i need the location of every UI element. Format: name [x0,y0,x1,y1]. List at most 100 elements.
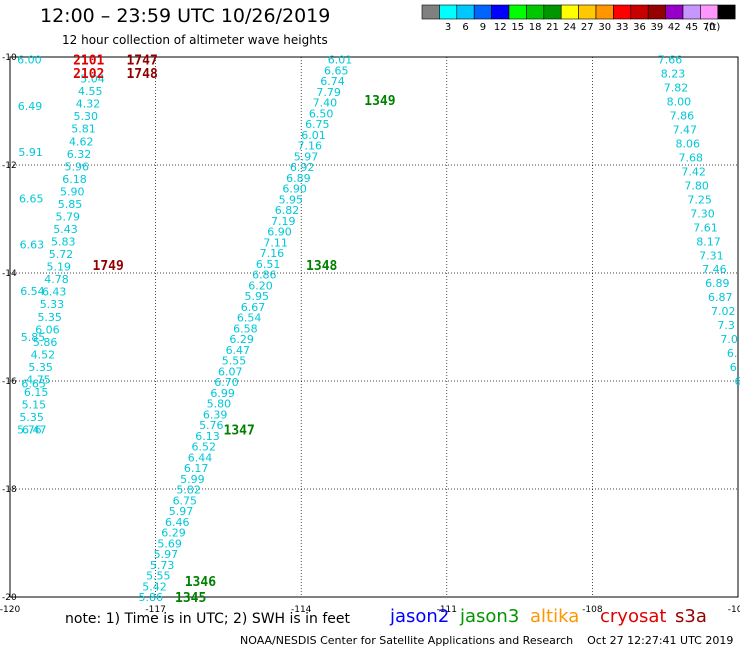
wave-height-value: 6.06 [35,323,60,336]
wave-height-value: 6.58 [233,322,258,335]
colorbar-swatch [717,4,736,20]
wave-height-value: 7.80 [684,179,709,192]
wave-height-value: 6.87 [708,291,733,304]
colorbar-tick-label: 12 [494,22,507,33]
wave-height-value: 6.92 [290,161,315,174]
wave-height-value: 5.55 [222,355,247,368]
wave-height-value: 5.55 [146,570,171,583]
wave-height-value: 7.3 [717,319,735,332]
wave-height-value: 7.02 [711,305,736,318]
wave-height-value: 6.54 [20,285,45,298]
pass-time-label: 1749 [93,259,124,274]
latitude-label: -12 [2,161,17,171]
wave-height-value: 6.47 [22,424,47,437]
wave-height-value: 5.76 [17,424,42,437]
map-frame [9,56,739,598]
colorbar-tick-label: 9 [480,22,486,33]
colorbar-tick-label: 42 [668,22,681,33]
colorbar-tick-label: 33 [616,22,629,33]
wave-height-value: 6.86 [252,269,277,282]
pass-time-label: 1747 [126,54,157,69]
wave-height-value: 5.19 [46,261,71,274]
wave-height-value: 5.43 [53,223,78,236]
wave-height-value: 6.46 [165,516,190,529]
wave-height-value: 6.39 [203,408,228,421]
pass-time-label: 1345 [175,591,206,606]
wave-height-value: 5.85 [58,198,83,211]
satellite-legend-s3a: s3a [675,606,707,627]
wave-height-value: 6.00 [17,54,42,67]
wave-height-value: 6.99 [210,387,235,400]
wave-height-value: 5.90 [60,185,85,198]
wave-height-value: 4.78 [44,273,69,286]
wave-height-value: 5.86 [138,591,163,604]
colorbar-tick-label: 21 [546,22,559,33]
colorbar-legend: 3 6 9 12 15 18 21 24 27 30 33 36 39 42 45 70(ft) [421,4,736,33]
wave-height-value: 6.70 [214,376,239,389]
page-subtitle: 12 hour collection of altimeter wave hei… [62,33,328,47]
wave-height-value: 6.07 [218,365,243,378]
colorbar-tick-label: 36 [633,22,646,33]
colorbar-tick-label: 27 [581,22,594,33]
wave-height-value: 6.52 [191,441,216,454]
wave-height-value: 7.0 [720,333,738,346]
wave-height-value: 6.20 [248,279,273,292]
wave-height-value: 6.51 [256,258,281,271]
wave-height-value: 6.65 [19,192,44,205]
wave-height-value: 7.19 [271,215,296,228]
wave-height-value: 6.75 [173,494,198,507]
longitude-label: -117 [145,605,165,615]
wave-height-value: 6.65 [324,64,349,77]
wave-height-value: 7.11 [263,236,288,249]
colorbar-tick-label: 18 [529,22,542,33]
wave-height-value: 5.35 [19,411,44,424]
wave-height-value: 4.75 [26,373,51,386]
wave-height-value: 6. [730,361,740,374]
wave-height-value: 6.63 [20,239,45,252]
pass-time-label: 1346 [185,575,216,590]
wave-height-value: 7.16 [297,140,322,153]
pass-time-label: 1348 [306,259,337,274]
wave-height-value: 6.15 [24,386,49,399]
wave-height-value: 4.52 [31,348,56,361]
wave-height-value: 6.89 [705,277,730,290]
wave-height-value: 5.15 [22,399,47,412]
wave-height-value: 7.16 [260,247,285,260]
wave-height-value: 6.43 [42,286,67,299]
wave-height-value: 7.66 [658,54,683,67]
wave-height-value: 5.95 [244,290,269,303]
wave-height-value: 6.44 [188,451,213,464]
satellite-legend-jason3: jason3 [460,606,520,627]
wave-height-value: 5.76 [199,419,224,432]
longitude-label: -120 [0,605,20,615]
colorbar-tick-label: 6 [462,22,468,33]
wave-height-value: 5.30 [73,110,98,123]
latitude-label: -16 [2,377,17,387]
wave-height-value: 6.01 [301,129,326,142]
wave-height-value: 5.86 [33,336,58,349]
wave-height-value: 6.13 [195,430,220,443]
colorbar-tick-label: 15 [511,22,524,33]
wave-height-value: 5.82 [176,484,201,497]
wave-height-value: 5.69 [157,537,182,550]
page-title: 12:00 – 23:59 UTC 10/26/2019 [40,5,331,27]
latitude-label: -10 [2,53,17,63]
wave-height-value: 6.47 [226,344,251,357]
satellite-legend-altika: altika [530,606,580,627]
latitude-label: -14 [2,269,17,279]
wave-height-value: 5.79 [55,210,80,223]
wave-height-value: 4.32 [76,98,101,111]
wave-height-value: 7.46 [702,263,727,276]
wave-height-value: 5.33 [40,298,65,311]
wave-height-value: 5.80 [207,398,232,411]
wave-height-value: 7.61 [693,221,718,234]
wave-height-value: 6.90 [267,226,292,239]
wave-height-value: 5.81 [71,123,96,136]
credit-line: NOAA/NESDIS Center for Satellite Applica… [240,634,734,647]
wave-height-value: 7.40 [313,97,338,110]
pass-time-label: 1748 [126,67,157,82]
wave-height-value: 5.99 [180,473,205,486]
wave-height-value: 6.90 [282,183,307,196]
wave-height-value: 5.42 [142,580,167,593]
longitude-label: -111 [437,605,457,615]
